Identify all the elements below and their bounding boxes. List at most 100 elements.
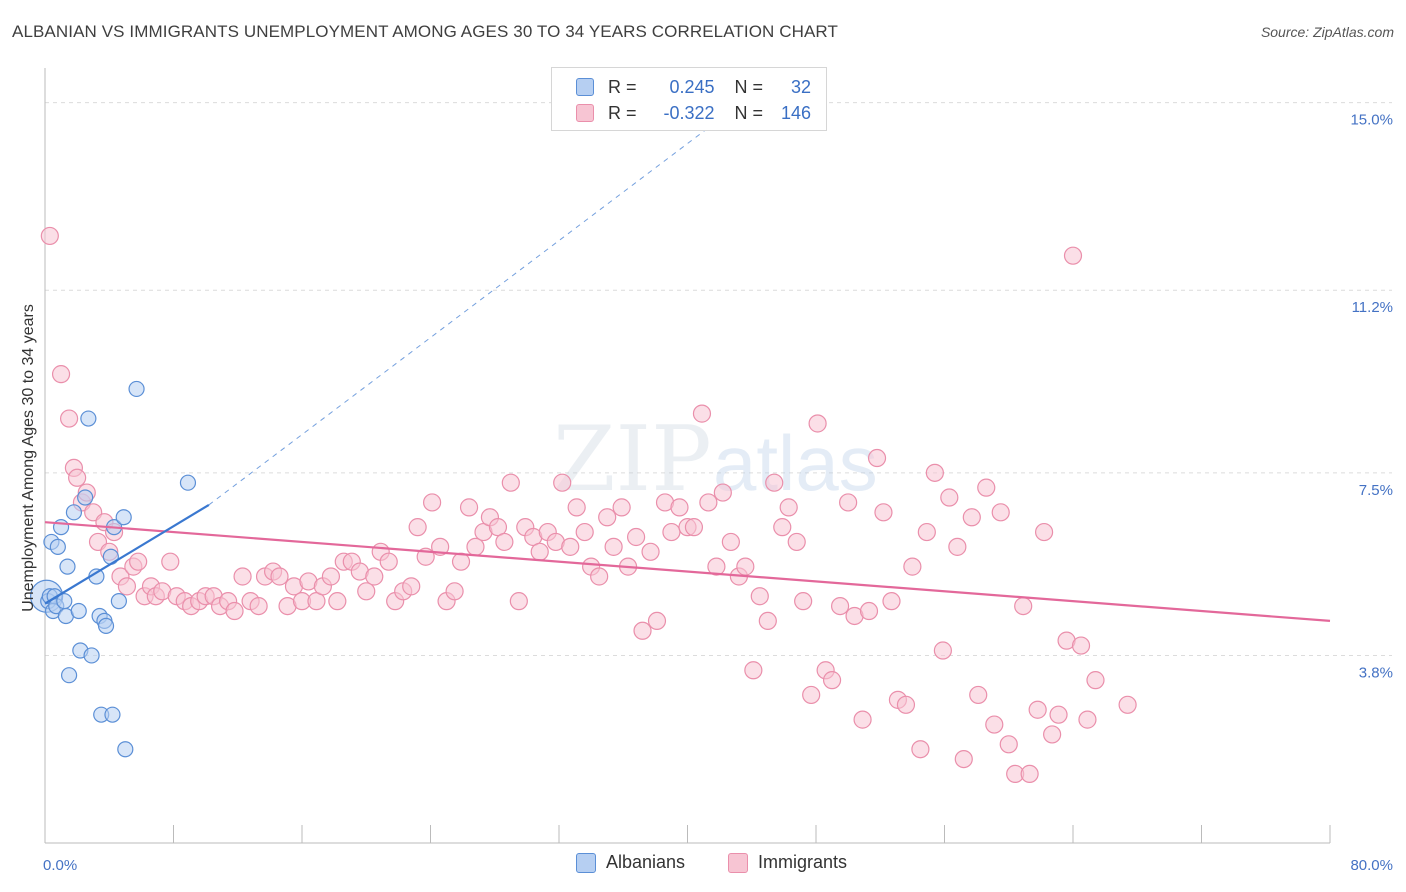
immigrants-point [423,493,442,512]
n-label: N = [734,76,764,97]
immigrants-trend-line [44,521,1331,622]
immigrants-point [948,537,967,556]
immigrants-point [51,365,71,384]
albanians-trend-line [44,503,210,605]
x-tick-label: 80.0% [1350,857,1393,874]
r-label: R = [608,102,637,123]
immigrants-point [249,596,268,616]
watermark-zip: ZIP [553,407,712,512]
immigrants-point [633,621,652,640]
immigrants-point [59,409,79,428]
albanians-point [117,741,134,758]
albanians-trend-extension [208,82,769,506]
gridlines [45,102,1392,656]
immigrants-point [925,463,944,482]
immigrants-point [509,592,528,611]
immigrants-point [161,552,180,571]
axes [44,68,1331,844]
immigrants-point [357,582,376,601]
tick-labels: 3.8% 7.5% 11.2% 15.0% 0.0% 80.0% [43,112,1393,874]
immigrants-point [501,473,520,492]
immigrants-point [1043,725,1062,744]
immigrants-point [1028,700,1047,719]
legend-item-immigrants[interactable]: Immigrants [728,852,847,873]
albanians-point [97,617,115,634]
immigrants-point [590,567,609,586]
legend-item-albanians[interactable]: Albanians [576,852,685,873]
immigrants-point [670,498,689,517]
immigrants-point [40,226,59,246]
immigrants-point [969,685,988,705]
immigrants-point [779,498,798,517]
immigrants-point [647,611,667,631]
y-tick-label: 15.0% [1350,112,1393,129]
immigrants-point [225,601,244,621]
albanians-point [59,558,76,575]
immigrants-point [773,518,792,537]
immigrants-point [598,508,617,527]
immigrants-point [626,527,646,547]
immigrants-point [750,587,769,606]
immigrants-point [853,710,872,729]
y-tick-label: 11.2% [1352,299,1393,316]
immigrants-point [1071,636,1091,655]
immigrants-point [758,611,777,631]
immigrants-point [692,404,712,423]
albanians-n-value: 32 [791,76,812,97]
immigrants-point [808,414,827,433]
immigrants-point [867,448,887,468]
immigrants-points [40,226,1137,784]
y-tick-label: 3.8% [1359,664,1393,681]
immigrants-point [991,503,1010,522]
immigrants-point [962,508,981,527]
immigrants-point [567,498,586,517]
immigrants-r-value: -0.322 [663,102,715,123]
immigrants-point [882,592,901,611]
immigrants-point [736,557,755,576]
immigrants-point [365,567,384,586]
immigrants-point [1118,695,1137,714]
immigrants-swatch [576,104,594,122]
immigrants-point [917,522,936,542]
immigrants-point [839,493,858,512]
immigrants-point [612,498,631,517]
x-tick-label: 0.0% [43,857,77,874]
immigrants-point [270,567,289,586]
immigrants-point [553,473,572,492]
albanians-point [110,593,127,610]
immigrants-point [903,557,922,576]
immigrants-point [1086,671,1105,690]
immigrants-point [713,483,732,502]
albanians-legend-label: Albanians [606,852,686,872]
albanians-points [30,380,197,758]
immigrants-point [1063,246,1083,265]
immigrants-legend-label: Immigrants [758,852,848,872]
watermark: ZIP atlas [553,407,878,512]
immigrants-point [604,537,623,556]
albanians-point [60,667,78,684]
albanians-legend-swatch [576,852,596,873]
legend-row-albanians: R = 0.245 N = 32 [576,75,811,99]
watermark-atlas: atlas [713,419,878,507]
immigrants-point [707,557,726,576]
albanians-point [49,538,66,555]
immigrants-point [830,596,850,616]
immigrants-point [699,493,718,512]
immigrants-point [495,532,514,552]
albanians-point [65,504,83,521]
r-label: R = [608,76,637,97]
immigrants-point [530,542,549,561]
immigrants-point [1078,710,1097,729]
immigrants-point [794,592,813,611]
immigrants-point [940,488,959,507]
y-axis-title: Unemployment Among Ages 30 to 34 years [20,304,37,612]
albanians-point [128,380,145,398]
trend-lines [44,82,1331,622]
albanians-point [83,647,100,664]
immigrants-point [822,671,842,690]
immigrants-point [933,641,952,660]
immigrants-point [802,685,821,705]
immigrants-point [445,582,464,601]
immigrants-point [408,518,427,537]
